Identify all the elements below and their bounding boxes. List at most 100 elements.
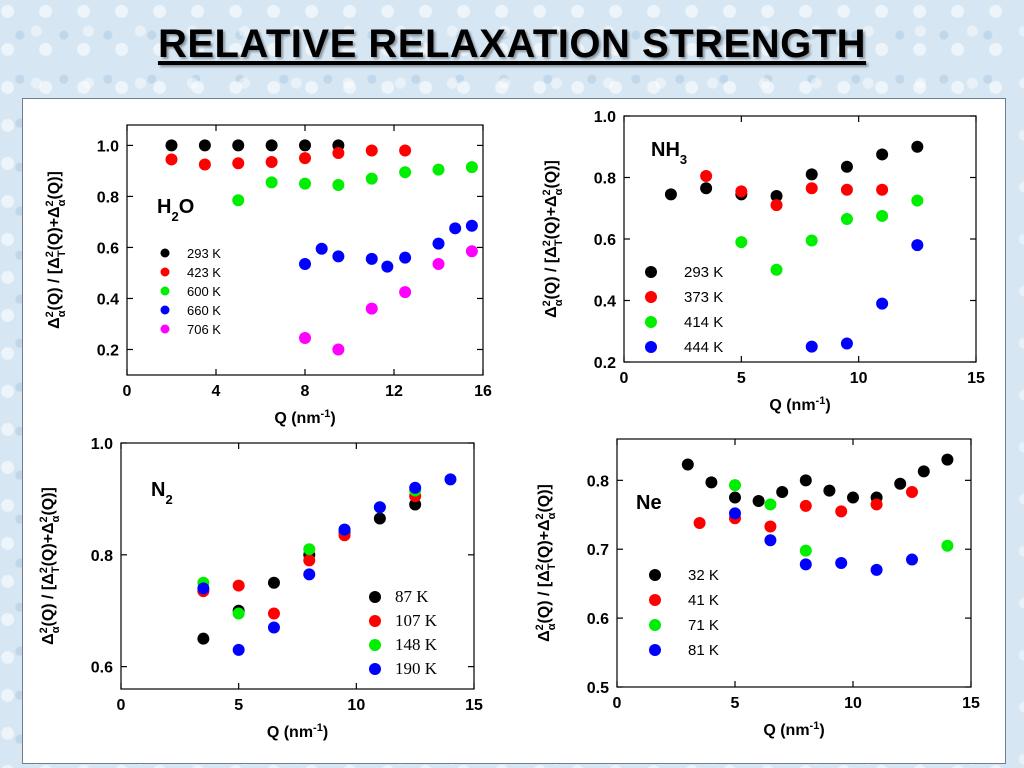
chart-3: 0 5 10 15 0.6 0.8 1.0 Q (nm-1) Δ2α(Q) / [Δ2T(Q)+… [38,436,483,741]
legend-marker [649,644,661,656]
series-71-K [729,479,954,557]
series-107-K [197,490,422,620]
data-point [840,337,853,350]
legend-label: 293 K [684,264,723,281]
data-point [365,252,378,265]
data-point [265,155,278,168]
data-point [799,544,812,557]
data-point [267,576,280,589]
data-point [876,148,889,161]
y-tick-label: 0.7 [587,542,609,559]
data-point [409,498,422,511]
y-axis-label: Δ2α(Q) / [Δ2T(Q)+Δ2α(Q)] [44,171,68,329]
series-444-K [805,239,924,353]
y-axis-label: Δ2α(Q) / [Δ2T(Q)+Δ2α(Q)] [534,484,558,642]
data-point [465,245,478,258]
data-point [876,209,889,222]
legend-marker [160,305,170,315]
data-point [165,139,178,152]
legend-marker [645,316,657,328]
data-point [764,520,777,533]
data-point [917,465,930,478]
legend-marker [649,594,661,606]
data-point [432,163,445,176]
x-tick-label: 12 [385,383,403,400]
data-point [267,607,280,620]
x-tick-label: 0 [123,383,132,400]
data-point [332,343,345,356]
data-point [232,579,245,592]
legend: 293 K 423 K 600 K 660 K 706 K [160,246,221,337]
y-tick-label: 1.0 [97,138,119,155]
data-point [894,477,907,490]
y-tick-label: 0.5 [587,680,609,697]
data-point [399,166,412,179]
data-point [232,643,245,656]
data-point [729,479,741,492]
legend-marker [649,619,661,631]
figure-svg: 0 4 8 12 16 0.2 0.4 0.6 0.8 1.0 Q (nm-1) Δ2α(Q) / [… [38,109,985,741]
legend-label: 660 K [187,303,221,318]
slide-title: RELATIVE RELAXATION STRENGTH [157,22,867,66]
data-point [232,607,245,620]
y-axis-label: Δ2α(Q) / [Δ2T(Q)+Δ2α(Q)] [541,160,565,318]
plot-frame [616,438,972,688]
x-tick-label: 15 [967,370,985,387]
series-32-K [681,453,954,507]
data-point [835,505,848,518]
y-tick-label: 0.2 [97,342,119,359]
data-point [840,183,853,196]
y-tick-label: 1.0 [91,436,113,453]
data-point [770,189,783,202]
species-label: Ne [636,492,662,514]
legend-label: 148 K [395,635,438,654]
data-point [381,260,394,273]
legend-label: 373 K [684,289,723,306]
data-point [267,621,280,634]
data-point [265,139,278,152]
data-point [870,498,883,511]
series-660-K [299,219,478,273]
legend: 87 K 107 K 148 K 190 K [369,587,438,678]
data-point [805,234,818,247]
series-81-K [729,507,918,576]
x-tick-label: 10 [844,695,862,712]
legend-label: 32 K [688,567,719,584]
legend-label: 706 K [187,322,221,337]
data-point [232,194,245,207]
data-point [373,512,386,525]
x-axis-label: Q (nm-1) [267,722,328,741]
data-point [911,140,924,153]
x-tick-label: 10 [347,697,365,714]
legend-label: 81 K [688,642,719,659]
y-tick-label: 0.2 [594,355,616,372]
data-point [906,486,918,499]
data-point [799,558,812,571]
x-tick-label: 8 [301,383,310,400]
legend-marker [160,324,170,334]
data-point [332,178,345,191]
legend-label: 293 K [187,246,221,261]
data-point [805,182,818,195]
data-point [444,473,457,486]
data-point [197,632,210,645]
data-point [232,157,245,170]
data-point [465,161,478,174]
data-point [197,582,210,595]
y-tick-label: 1.0 [594,109,616,126]
legend: 32 K 41 K 71 K 81 K [649,567,719,659]
legend-label: 71 K [688,617,719,634]
legend-marker [369,639,381,651]
x-tick-label: 5 [234,697,243,714]
data-point [805,168,818,181]
data-point [840,160,853,173]
data-point [752,495,765,507]
y-tick-label: 0.4 [97,291,119,308]
series-148-K [197,484,422,620]
legend-marker [649,569,661,581]
x-tick-label: 16 [474,383,492,400]
x-tick-label: 5 [737,370,746,387]
legend-marker [645,266,657,278]
data-point [232,139,245,152]
data-point [941,453,954,466]
